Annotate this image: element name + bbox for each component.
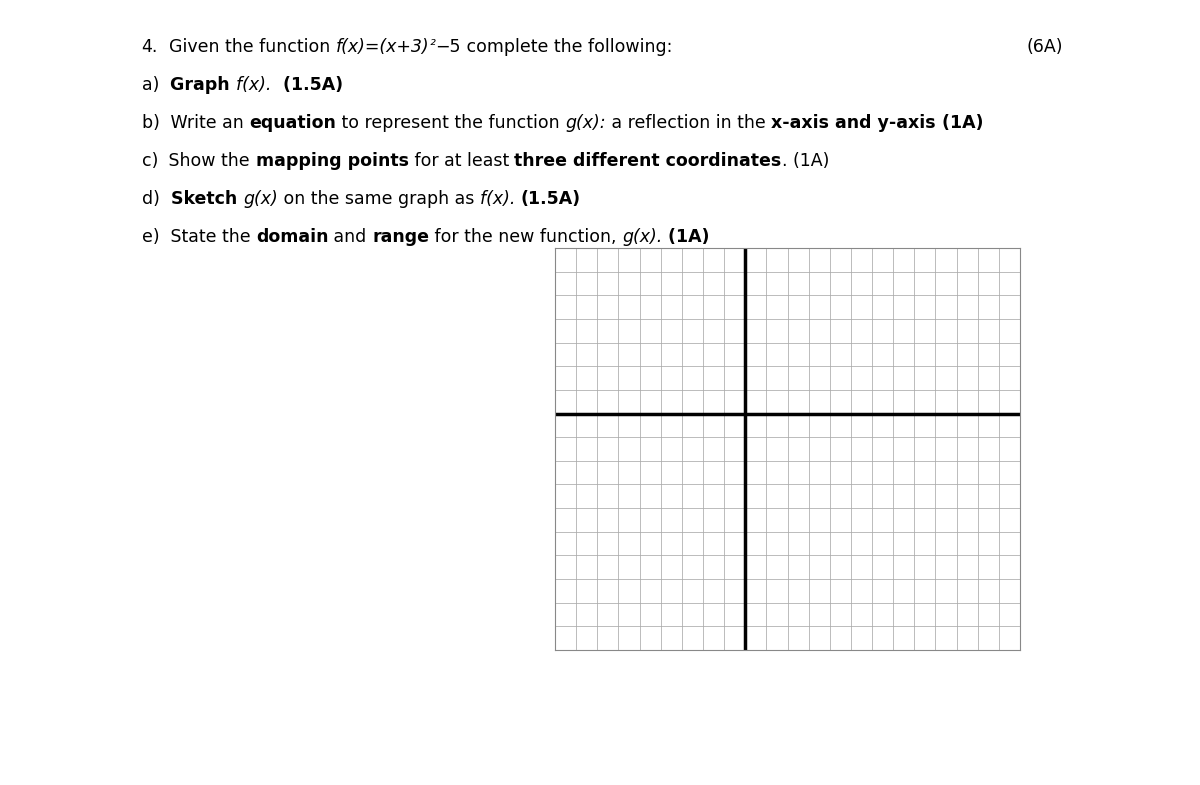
Text: f(x)=(x+3): f(x)=(x+3) <box>336 38 430 56</box>
Text: . (1A): . (1A) <box>781 152 829 170</box>
Text: mapping points: mapping points <box>256 152 408 170</box>
Text: −5: −5 <box>436 38 461 56</box>
Text: (1.5A): (1.5A) <box>277 76 343 94</box>
Text: ²: ² <box>430 38 436 53</box>
Text: d): d) <box>142 190 164 208</box>
Text: (6A): (6A) <box>1026 38 1062 56</box>
Text: and: and <box>329 228 372 246</box>
Text: (1A): (1A) <box>662 228 710 246</box>
Text: x-axis and y-axis: x-axis and y-axis <box>772 114 936 132</box>
Text: (1.5A): (1.5A) <box>521 190 581 208</box>
Text: to represent the function: to represent the function <box>336 114 565 132</box>
Text: a reflection in the: a reflection in the <box>606 114 772 132</box>
Text: three different coordinates: three different coordinates <box>515 152 781 170</box>
Text: a): a) <box>142 76 164 94</box>
Text: e): e) <box>142 228 164 246</box>
Text: b): b) <box>142 114 164 132</box>
Text: f(x).: f(x). <box>236 76 277 94</box>
Text: on the same graph as: on the same graph as <box>278 190 480 208</box>
Text: (1A): (1A) <box>936 114 983 132</box>
Text: range: range <box>372 228 430 246</box>
Text: g(x).: g(x). <box>622 228 662 246</box>
Text: Show the: Show the <box>163 152 256 170</box>
Text: g(x):: g(x): <box>565 114 606 132</box>
Text: complete the following:: complete the following: <box>461 38 672 56</box>
Text: Sketch: Sketch <box>164 190 244 208</box>
Text: Write an: Write an <box>164 114 250 132</box>
Text: Graph: Graph <box>164 76 236 94</box>
Text: 4.: 4. <box>142 38 158 56</box>
Text: for the new function,: for the new function, <box>430 228 622 246</box>
Text: c): c) <box>142 152 163 170</box>
Text: g(x): g(x) <box>244 190 278 208</box>
Text: for at least: for at least <box>408 152 515 170</box>
Text: f(x).: f(x). <box>480 190 521 208</box>
Text: equation: equation <box>250 114 336 132</box>
Text: State the: State the <box>164 228 256 246</box>
Text: Given the function: Given the function <box>158 38 336 56</box>
Text: domain: domain <box>256 228 329 246</box>
